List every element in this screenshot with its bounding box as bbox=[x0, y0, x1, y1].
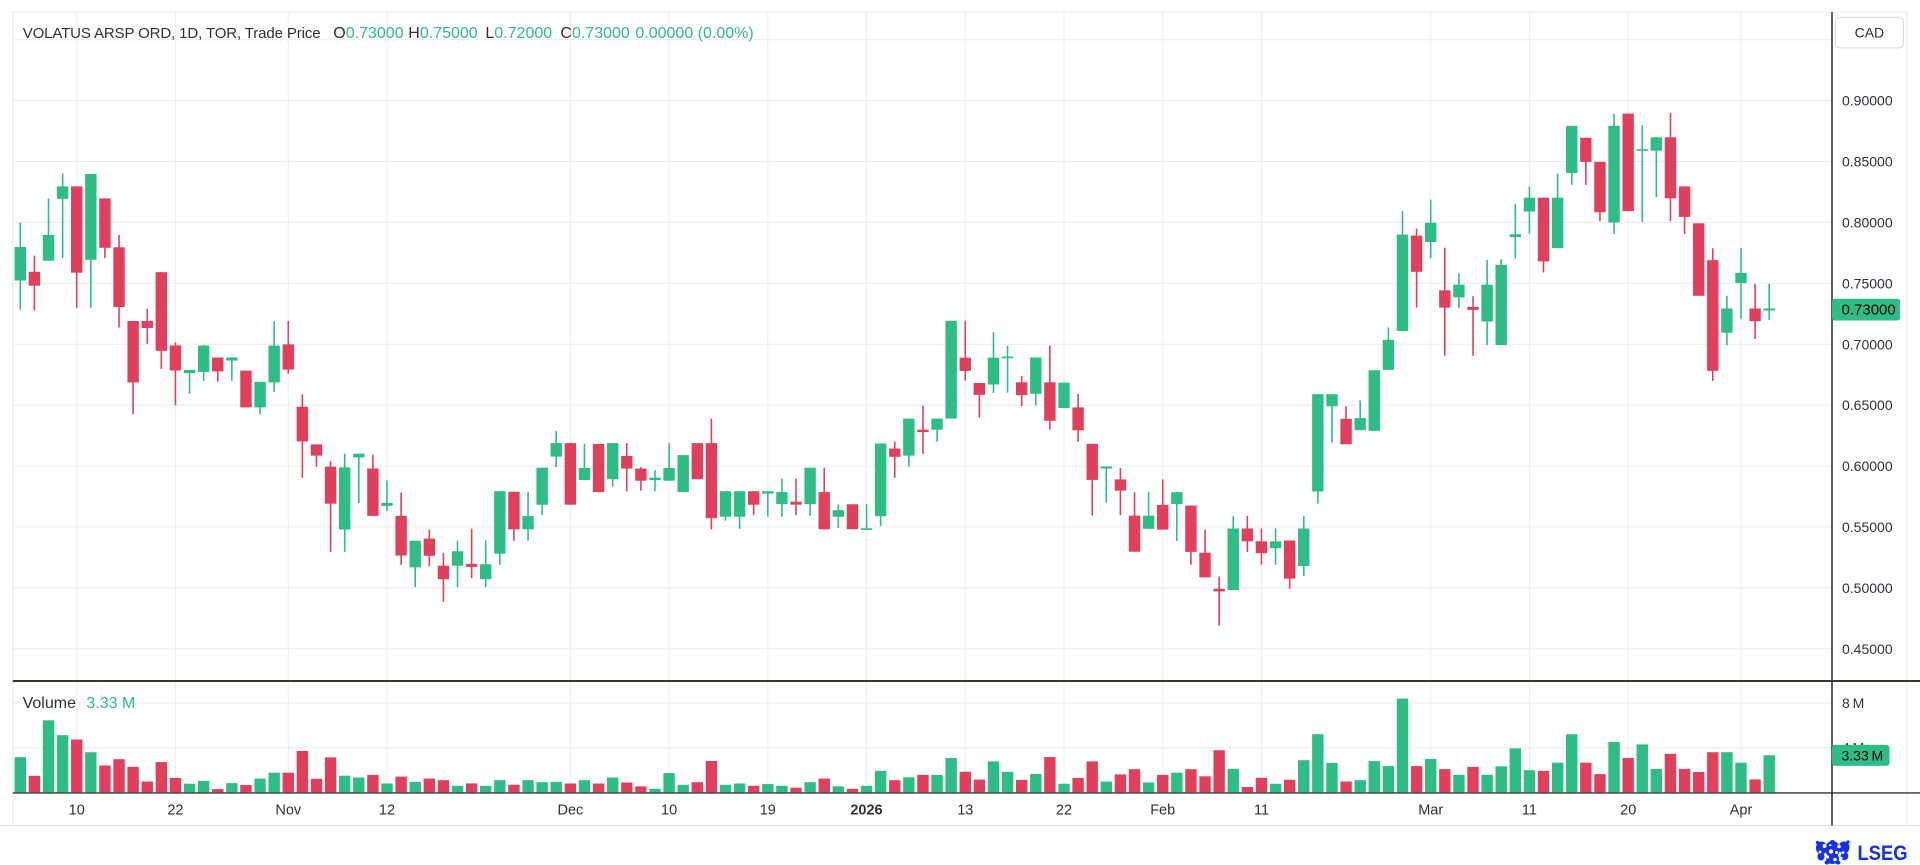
svg-text:3.33 M: 3.33 M bbox=[1842, 748, 1884, 764]
svg-text:11: 11 bbox=[1522, 803, 1537, 819]
svg-text:3.33 M: 3.33 M bbox=[86, 695, 135, 712]
svg-text:0.60000: 0.60000 bbox=[1842, 458, 1893, 474]
svg-text:C0.73000: C0.73000 bbox=[560, 25, 630, 42]
svg-text:0.70000: 0.70000 bbox=[1842, 336, 1893, 352]
svg-text:H0.75000: H0.75000 bbox=[408, 25, 478, 42]
svg-text:19: 19 bbox=[760, 803, 776, 819]
svg-text:0.90000: 0.90000 bbox=[1842, 93, 1893, 109]
svg-text:O0.73000: O0.73000 bbox=[333, 25, 403, 42]
svg-text:0.80000: 0.80000 bbox=[1842, 215, 1893, 231]
svg-text:20: 20 bbox=[1620, 803, 1636, 819]
svg-text:0.45000: 0.45000 bbox=[1842, 641, 1893, 657]
svg-text:Apr: Apr bbox=[1730, 803, 1753, 819]
svg-text:Volume: Volume bbox=[23, 695, 76, 712]
svg-text:L0.72000: L0.72000 bbox=[485, 25, 552, 42]
svg-text:22: 22 bbox=[167, 803, 183, 819]
svg-text:0.85000: 0.85000 bbox=[1842, 154, 1893, 170]
svg-text:Nov: Nov bbox=[275, 803, 302, 819]
svg-text:0.55000: 0.55000 bbox=[1842, 519, 1893, 535]
svg-text:2026: 2026 bbox=[850, 803, 882, 819]
svg-text:0.50000: 0.50000 bbox=[1842, 580, 1893, 596]
svg-text:LSEG: LSEG bbox=[1858, 842, 1908, 865]
svg-text:22: 22 bbox=[1056, 803, 1072, 819]
svg-text:0.75000: 0.75000 bbox=[1842, 275, 1893, 291]
svg-text:0.65000: 0.65000 bbox=[1842, 397, 1893, 413]
svg-text:8 M: 8 M bbox=[1842, 695, 1864, 711]
svg-text:0.73000: 0.73000 bbox=[1842, 302, 1896, 319]
svg-text:12: 12 bbox=[379, 803, 395, 819]
svg-text:10: 10 bbox=[661, 803, 677, 819]
svg-text:10: 10 bbox=[69, 803, 85, 819]
svg-text:VOLATUS ARSP ORD, 1D, TOR, Tra: VOLATUS ARSP ORD, 1D, TOR, Trade Price bbox=[23, 25, 321, 42]
svg-text:Dec: Dec bbox=[558, 803, 584, 819]
svg-text:13: 13 bbox=[957, 803, 973, 819]
svg-text:11: 11 bbox=[1254, 803, 1269, 819]
svg-text:Feb: Feb bbox=[1150, 803, 1175, 819]
svg-text:0.00000 (0.00%): 0.00000 (0.00%) bbox=[635, 25, 753, 42]
svg-text:CAD: CAD bbox=[1855, 25, 1885, 41]
svg-text:Mar: Mar bbox=[1418, 803, 1443, 819]
